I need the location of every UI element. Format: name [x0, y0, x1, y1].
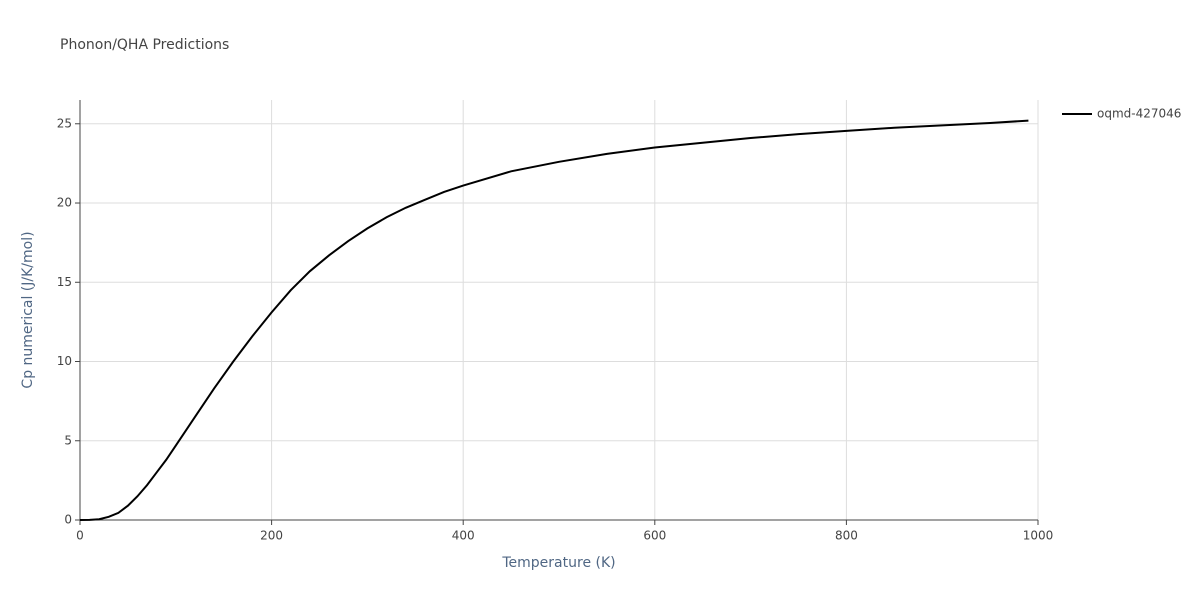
x-tick-label: 0	[76, 529, 84, 543]
y-tick-label: 20	[57, 196, 72, 210]
y-tick-label: 10	[57, 354, 72, 368]
x-tick-label: 600	[643, 529, 666, 543]
y-axis-title: Cp numerical (J/K/mol)	[20, 231, 36, 388]
x-tick-label: 1000	[1023, 529, 1054, 543]
x-tick-label: 200	[260, 529, 283, 543]
legend: oqmd-427046	[1062, 107, 1181, 121]
series-line	[79, 119, 1029, 521]
chart-title: Phonon/QHA Predictions	[60, 37, 229, 53]
y-tick-label: 0	[64, 513, 72, 527]
plot	[79, 119, 1029, 521]
x-axis-title: Temperature (K)	[501, 555, 615, 571]
x-tick-label: 400	[452, 529, 475, 543]
legend-label: oqmd-427046	[1097, 107, 1181, 121]
y-tick-label: 5	[64, 433, 72, 447]
y-tick-label: 25	[57, 116, 72, 130]
y-tick-label: 15	[57, 275, 72, 289]
grid: 0 200 400 600 800 1000 0 5 10 15 20 25	[57, 100, 1054, 543]
x-tick-label: 800	[835, 529, 858, 543]
